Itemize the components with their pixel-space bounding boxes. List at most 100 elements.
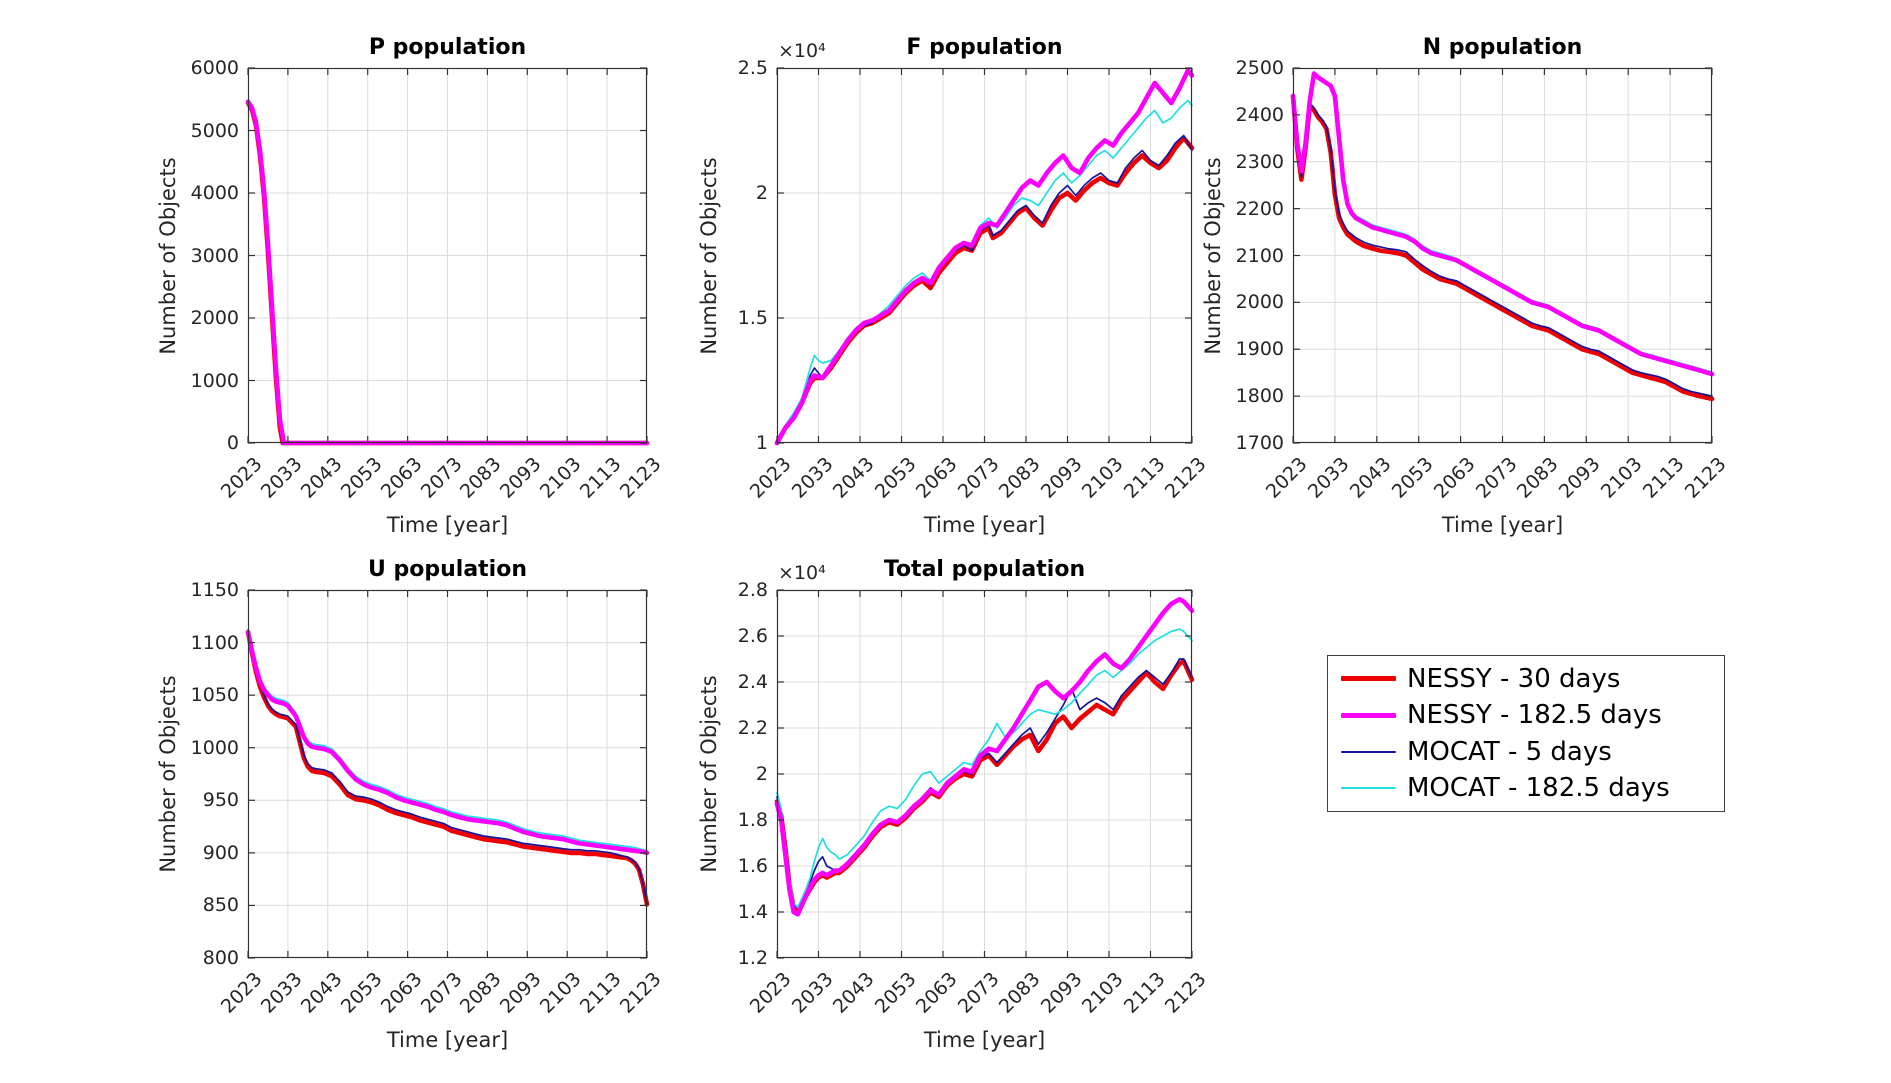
- plot-title-p-population: P population: [368, 35, 527, 60]
- x-tick-label: 2103: [535, 968, 586, 1018]
- x-tick-label: 2093: [496, 453, 546, 503]
- y-tick-label: 2.8: [737, 579, 768, 601]
- x-tick-label: 2123: [615, 453, 666, 503]
- x-tick-label: 2053: [1387, 453, 1438, 503]
- y-tick-label: 1: [755, 432, 768, 454]
- x-tick-label: 2053: [336, 968, 387, 1018]
- x-tick-label: 2023: [216, 453, 267, 503]
- series-line-mocat-182-5-days: [776, 628, 1193, 909]
- x-axis-label: Time [year]: [923, 513, 1046, 537]
- legend-item-label: MOCAT - 5 days: [1407, 736, 1612, 767]
- x-axis-label: Time [year]: [386, 1028, 509, 1052]
- x-tick-label: 2023: [745, 968, 796, 1018]
- legend-line-sample-mocat-182-5-days: [1341, 787, 1396, 790]
- series-line-mocat-5-days: [1292, 94, 1713, 397]
- legend-item-label: MOCAT - 182.5 days: [1407, 773, 1670, 804]
- x-tick-label: 2063: [376, 453, 427, 503]
- y-tick-label: 4000: [190, 182, 239, 204]
- x-tick-label: 2023: [745, 453, 796, 503]
- x-tick-label: 2113: [1119, 453, 1170, 503]
- plot-title-total-population: Total population: [883, 557, 1086, 582]
- x-tick-label: 2103: [535, 453, 586, 503]
- y-tick-label: 2: [755, 763, 768, 785]
- plot-title-n-population: N population: [1422, 35, 1583, 60]
- legend: NESSY - 30 days NESSY - 182.5 days MOCAT…: [1327, 655, 1725, 812]
- y-tick-label: 2500: [1235, 57, 1284, 79]
- y-tick-label: 5000: [190, 119, 239, 142]
- legend-line-sample-nessy-182-5-days: [1341, 712, 1396, 718]
- series-line-nessy-182-5-days: [774, 596, 1195, 917]
- legend-item-label: NESSY - 30 days: [1407, 663, 1621, 694]
- y-tick-label: 2.5: [737, 57, 768, 79]
- y-tick-label: 2.6: [737, 625, 768, 647]
- x-tick-label: 2083: [994, 968, 1045, 1018]
- x-tick-label: 2093: [1036, 968, 1087, 1018]
- y-tick-label: 2100: [1235, 244, 1284, 267]
- x-tick-label: 2073: [1471, 453, 1522, 503]
- y-tick-label: 900: [202, 841, 239, 864]
- x-tick-label: 2033: [787, 453, 838, 503]
- y-tick-label: 2.4: [737, 671, 768, 693]
- x-tick-label: 2073: [953, 968, 1004, 1018]
- y-tick-label: 1000: [190, 736, 239, 759]
- x-tick-label: 2093: [1036, 453, 1087, 503]
- y-tick-label: 2: [755, 182, 768, 204]
- x-tick-label: 2113: [575, 453, 626, 503]
- x-tick-label: 2083: [994, 453, 1045, 503]
- y-tick-label: 3000: [190, 244, 239, 267]
- x-tick-label: 2123: [1160, 968, 1211, 1018]
- axes-u-population: [245, 589, 650, 959]
- y-tick-label: 1100: [190, 631, 239, 654]
- y-tick-label: 1800: [1235, 385, 1284, 408]
- x-tick-label: 2083: [456, 453, 506, 503]
- x-tick-label: 2123: [1160, 453, 1211, 503]
- y-tick-label: 2300: [1235, 150, 1284, 173]
- y-axis-exponent-label: ×10⁴: [778, 40, 826, 62]
- plot-p-population: P population 0 1000 2000 3000 4000 5000 6000 202…: [156, 35, 666, 537]
- series-line-nessy-182-5-days: [1290, 71, 1715, 377]
- x-tick-label: 2123: [1680, 453, 1731, 503]
- x-tick-label: 2033: [1303, 453, 1354, 503]
- legend-item-mocat-5-days: MOCAT - 5 days: [1328, 734, 1724, 770]
- x-tick-label: 2023: [216, 968, 267, 1018]
- series-line-nessy-182-5-days: [245, 629, 650, 856]
- y-tick-label: 1700: [1235, 432, 1284, 454]
- x-tick-label: 2113: [575, 968, 626, 1018]
- y-tick-label: 2000: [190, 307, 239, 329]
- x-tick-label: 2103: [1596, 453, 1647, 503]
- y-tick-label: 1150: [190, 579, 239, 601]
- y-tick-label: 2000: [1235, 291, 1284, 314]
- y-tick-label: 1900: [1235, 338, 1284, 361]
- plot-u-population: U population 800 850 900 950 1000 1050 1100 1150…: [156, 557, 666, 1052]
- y-axis-label: Number of Objects: [697, 156, 721, 355]
- x-tick-label: 2113: [1638, 453, 1689, 503]
- x-tick-label: 2043: [1345, 453, 1396, 503]
- legend-item-mocat-182-5-days: MOCAT - 182.5 days: [1328, 770, 1724, 806]
- y-tick-label: 6000: [190, 57, 239, 79]
- x-tick-label: 2103: [1077, 968, 1128, 1018]
- legend-item-label: NESSY - 182.5 days: [1407, 700, 1662, 731]
- x-tick-label: 2073: [416, 968, 467, 1018]
- x-tick-label: 2063: [911, 453, 962, 503]
- y-axis-exponent-label: ×10⁴: [778, 562, 826, 584]
- y-axis-label: Number of Objects: [697, 675, 721, 873]
- axes-p-population: [245, 67, 650, 446]
- legend-item-nessy-182-5-days: NESSY - 182.5 days: [1328, 697, 1724, 733]
- x-axis-label: Time [year]: [1441, 513, 1564, 537]
- x-axis-label: Time [year]: [923, 1028, 1046, 1052]
- legend-line-sample-nessy-30-days: [1341, 676, 1396, 682]
- axes-f-population: [774, 67, 1195, 446]
- x-tick-label: 2113: [1119, 968, 1170, 1018]
- y-tick-label: 850: [202, 894, 239, 917]
- y-tick-label: 2.2: [737, 717, 768, 739]
- y-tick-label: 1.6: [737, 855, 768, 877]
- x-tick-label: 2033: [787, 968, 838, 1018]
- y-tick-label: 1.5: [737, 307, 768, 329]
- y-tick-label: 2200: [1235, 197, 1284, 220]
- x-tick-label: 2123: [615, 968, 666, 1018]
- y-tick-label: 1000: [190, 369, 239, 392]
- y-tick-label: 1.4: [737, 901, 768, 923]
- x-tick-label: 2093: [496, 968, 546, 1018]
- x-tick-label: 2063: [911, 968, 962, 1018]
- series-line-nessy-182-5-days: [774, 68, 1195, 446]
